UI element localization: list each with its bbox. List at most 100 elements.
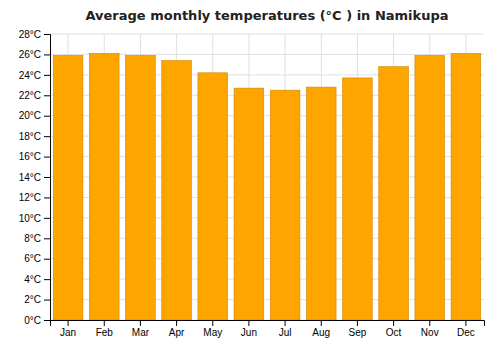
tick-mark bbox=[44, 279, 50, 280]
tick: Feb bbox=[96, 320, 114, 338]
tick: 8°C bbox=[24, 233, 50, 244]
bar bbox=[126, 55, 156, 320]
tick-mark bbox=[140, 320, 141, 326]
tick: Jun bbox=[241, 320, 257, 338]
tick-label: 20°C bbox=[19, 110, 41, 121]
tick-label: Jan bbox=[60, 327, 76, 338]
tick-label: Jun bbox=[241, 327, 257, 338]
tick-label: 10°C bbox=[19, 213, 41, 224]
tick-label: 22°C bbox=[19, 90, 41, 101]
tick: 0°C bbox=[24, 315, 50, 326]
bar bbox=[379, 67, 409, 320]
bar bbox=[162, 61, 192, 320]
tick: 14°C bbox=[19, 172, 50, 183]
bar bbox=[234, 88, 264, 320]
tick-mark bbox=[321, 320, 322, 326]
plot: 0°C 2°C 4°C 6°C 8°C 10°C 12°C 14°C 16°C 18°C 20°C 2… bbox=[19, 29, 485, 338]
bar bbox=[89, 53, 119, 320]
tick: Aug bbox=[312, 320, 330, 338]
tick-label: 14°C bbox=[19, 172, 41, 183]
tick: 22°C bbox=[19, 90, 50, 101]
tick-label: 26°C bbox=[19, 49, 41, 60]
bar bbox=[306, 87, 336, 320]
chart: 0°C 2°C 4°C 6°C 8°C 10°C 12°C 14°C 16°C 18°C 20°C 2… bbox=[0, 0, 500, 350]
tick-label: 4°C bbox=[24, 274, 41, 285]
tick-label: 28°C bbox=[19, 29, 41, 40]
tick-label: 24°C bbox=[19, 70, 41, 81]
tick-mark bbox=[104, 320, 105, 326]
tick: May bbox=[203, 320, 222, 338]
tick-label: 0°C bbox=[24, 315, 41, 326]
tick: 28°C bbox=[19, 29, 50, 40]
grid bbox=[50, 34, 484, 320]
bar bbox=[343, 78, 373, 320]
tick: Sep bbox=[349, 320, 367, 338]
bar bbox=[415, 55, 445, 320]
tick-mark bbox=[44, 54, 50, 55]
tick: 6°C bbox=[24, 253, 50, 264]
tick: Jan bbox=[60, 320, 76, 338]
tick-label: Nov bbox=[421, 327, 439, 338]
tick-mark bbox=[44, 197, 50, 198]
tick: 26°C bbox=[19, 49, 50, 60]
tick-mark bbox=[212, 320, 213, 326]
tick-mark bbox=[429, 320, 430, 326]
bars bbox=[53, 53, 480, 320]
tick-label: Feb bbox=[96, 327, 114, 338]
axis-line bbox=[44, 35, 51, 321]
tick-mark bbox=[44, 300, 50, 301]
tick-mark bbox=[248, 320, 249, 326]
tick-mark bbox=[176, 320, 177, 326]
tick: 4°C bbox=[24, 274, 50, 285]
tick-label: 6°C bbox=[24, 253, 41, 264]
tick: Apr bbox=[169, 320, 185, 338]
tick: Jul bbox=[279, 320, 292, 338]
tick-mark bbox=[44, 320, 50, 321]
tick: 20°C bbox=[19, 110, 50, 121]
tick-label: 16°C bbox=[19, 151, 41, 162]
grid-line bbox=[50, 34, 484, 35]
x-axis: Jan Feb Mar Apr May Jun Jul Aug Sep Oct Nov Dec bbox=[51, 320, 485, 338]
tick-mark bbox=[44, 136, 50, 137]
tick-mark bbox=[44, 177, 50, 178]
tick-label: Sep bbox=[349, 327, 367, 338]
axis-line bbox=[51, 321, 485, 327]
tick-mark bbox=[285, 320, 286, 326]
tick: 10°C bbox=[19, 213, 50, 224]
bar bbox=[53, 55, 83, 320]
y-axis: 0°C 2°C 4°C 6°C 8°C 10°C 12°C 14°C 16°C 18°C 20°C 2… bbox=[19, 29, 51, 326]
tick: Nov bbox=[421, 320, 439, 338]
tick: Mar bbox=[132, 320, 150, 338]
tick-mark bbox=[68, 320, 69, 326]
tick: Oct bbox=[386, 320, 402, 338]
tick-label: Apr bbox=[169, 327, 185, 338]
tick-label: May bbox=[203, 327, 222, 338]
tick-mark bbox=[393, 320, 394, 326]
tick-label: 8°C bbox=[24, 233, 41, 244]
tick-mark bbox=[44, 75, 50, 76]
tick-mark bbox=[44, 218, 50, 219]
tick-mark bbox=[44, 157, 50, 158]
tick: 2°C bbox=[24, 294, 50, 305]
tick: 18°C bbox=[19, 131, 50, 142]
bar bbox=[451, 53, 481, 320]
tick-mark bbox=[44, 34, 50, 35]
tick: 12°C bbox=[19, 192, 50, 203]
tick-label: 12°C bbox=[19, 192, 41, 203]
tick-label: Aug bbox=[312, 327, 330, 338]
tick-label: 18°C bbox=[19, 131, 41, 142]
tick-mark bbox=[44, 259, 50, 260]
tick-mark bbox=[44, 95, 50, 96]
tick-mark bbox=[465, 320, 466, 326]
tick-mark bbox=[44, 116, 50, 117]
bar bbox=[270, 90, 300, 320]
tick: 24°C bbox=[19, 70, 50, 81]
tick: Dec bbox=[457, 320, 475, 338]
tick-mark bbox=[357, 320, 358, 326]
bar bbox=[198, 73, 228, 320]
tick-mark bbox=[44, 238, 50, 239]
tick: 16°C bbox=[19, 151, 50, 162]
tick-label: Jul bbox=[279, 327, 292, 338]
tick-label: Dec bbox=[457, 327, 475, 338]
tick-label: Oct bbox=[386, 327, 402, 338]
